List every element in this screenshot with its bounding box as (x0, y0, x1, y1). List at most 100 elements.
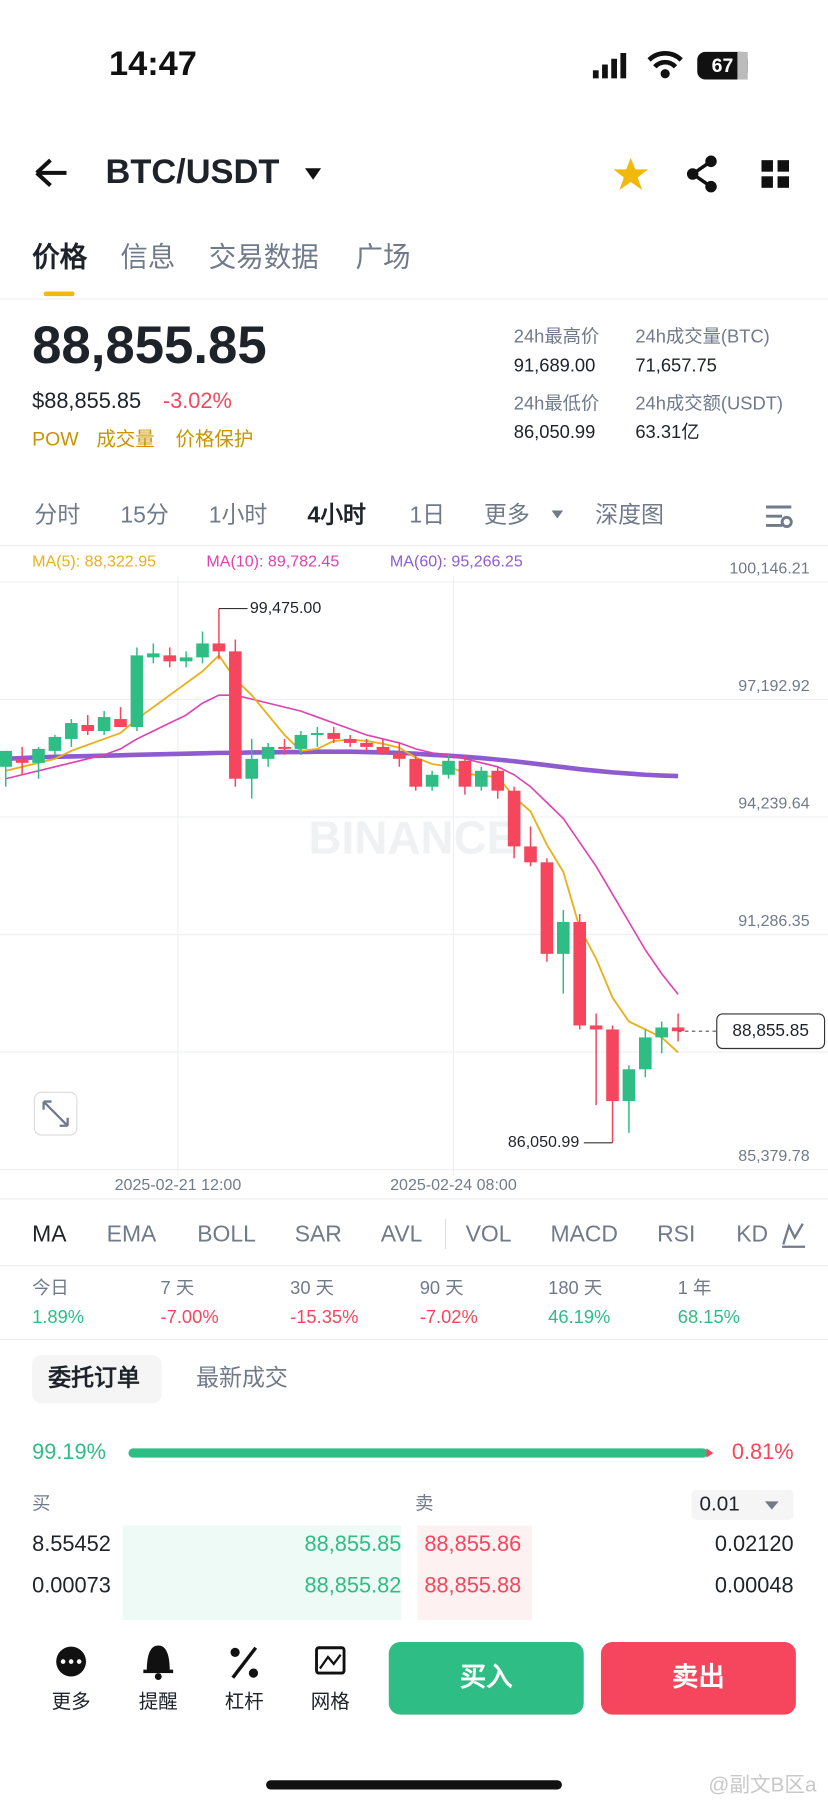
candle-body (360, 742, 373, 747)
indicator-tab[interactable]: RSI (657, 1220, 695, 1246)
candle-body (655, 1027, 669, 1038)
action-label[interactable]: 杠杆 (225, 1691, 264, 1713)
buy-ratio-bar (128, 1448, 708, 1458)
sell-ratio: 0.81% (732, 1439, 794, 1464)
menu-button[interactable] (761, 160, 790, 188)
interval[interactable]: 更多 (484, 501, 530, 527)
tab-indicator (43, 291, 75, 297)
indicator-tab[interactable]: VOL (466, 1220, 512, 1246)
ask-price: 88,855.88 (424, 1572, 521, 1597)
ask-qty: 0.02120 (715, 1531, 794, 1556)
back-button[interactable] (35, 158, 67, 188)
candle-body (606, 1029, 619, 1102)
y-tick-label: 91,286.35 (738, 912, 809, 930)
tag[interactable]: POW (32, 428, 79, 450)
perf-value: 1.89% (32, 1306, 84, 1327)
candle-body (147, 653, 160, 658)
candle-body (212, 643, 226, 652)
divider (0, 1265, 828, 1267)
orderbook-tab[interactable]: 最新成交 (196, 1364, 288, 1390)
orderbook-tab[interactable]: 委托订单 (47, 1364, 140, 1390)
ma-line (5, 653, 679, 1054)
buy-label: 买入 (460, 1662, 513, 1692)
indicator-tab[interactable]: SAR (295, 1220, 342, 1246)
precision-select[interactable] (691, 1489, 794, 1520)
candle-body (376, 746, 390, 753)
last-price-box (716, 1013, 826, 1050)
x-tick-label: 2025-02-24 08:00 (390, 1176, 517, 1194)
perf-label: 今日 (32, 1277, 69, 1298)
interval[interactable]: 分时 (34, 501, 80, 527)
candle-body (343, 738, 357, 743)
indicator-tab[interactable]: EMA (107, 1220, 157, 1246)
bid-price: 88,855.85 (305, 1531, 402, 1556)
share-button[interactable] (686, 155, 717, 193)
bid-price: 88,855.82 (305, 1572, 402, 1597)
indicator-tab[interactable]: MACD (550, 1220, 618, 1246)
tab[interactable]: 信息 (120, 242, 175, 273)
candle-body (671, 1027, 685, 1032)
watermark: @副文B区a (708, 1773, 817, 1796)
candle-body (15, 758, 29, 763)
indicator-settings[interactable] (782, 1222, 806, 1248)
indicator-tab[interactable]: AVL (381, 1220, 423, 1246)
tab[interactable]: 价格 (32, 242, 87, 273)
candle-body (458, 760, 472, 787)
favorite-button[interactable] (613, 157, 648, 191)
high-label: 99,475.00 (250, 599, 321, 617)
candle-body (425, 774, 439, 787)
tag[interactable]: 成交量 (96, 428, 154, 450)
pair-title[interactable]: BTC/USDT (106, 153, 280, 191)
candle-body (65, 723, 78, 739)
status-time: 14:47 (109, 45, 197, 83)
indicator-tab[interactable]: KD (736, 1220, 768, 1246)
action-label[interactable]: 网格 (311, 1691, 350, 1713)
interval[interactable]: 1日 (409, 501, 445, 527)
action-label[interactable]: 提醒 (139, 1691, 178, 1713)
divider (0, 298, 828, 300)
indicator-tab[interactable]: BOLL (197, 1220, 256, 1246)
stat-label: 24h成交额(USDT) (635, 392, 783, 413)
interval[interactable]: 深度图 (595, 501, 664, 527)
precision: 0.01 (700, 1492, 740, 1515)
fiat-price: $88,855.85 (32, 388, 141, 413)
action-label[interactable]: 更多 (52, 1691, 91, 1713)
perf-label: 180 天 (548, 1277, 602, 1298)
ma-legend: MA(10): 89,782.45 (206, 553, 339, 571)
buy-button[interactable] (388, 1641, 584, 1715)
interval[interactable]: 4小时 (307, 501, 366, 527)
expand-button[interactable] (33, 1091, 78, 1136)
tab[interactable]: 广场 (356, 242, 411, 273)
tab[interactable]: 交易数据 (209, 242, 319, 273)
bid-depth (122, 1525, 402, 1623)
buy-header: 买 (32, 1493, 50, 1514)
price-change: -3.02% (163, 388, 232, 413)
chart-settings[interactable] (766, 505, 793, 529)
x-tick-label: 2025-02-21 12:00 (115, 1176, 242, 1194)
perf-label: 7 天 (161, 1277, 195, 1298)
status-icons (592, 51, 748, 80)
perf-label: 90 天 (420, 1277, 464, 1298)
candle-body (639, 1037, 652, 1070)
interval[interactable]: 15分 (120, 501, 168, 527)
pair-dropdown[interactable] (305, 168, 322, 180)
candle-body (393, 752, 406, 759)
interval[interactable]: 1小时 (209, 501, 268, 527)
stat-label: 24h最低价 (514, 392, 600, 413)
low-label: 86,050.99 (508, 1133, 579, 1151)
tag[interactable]: 价格保护 (175, 428, 253, 450)
sell-button[interactable] (600, 1641, 796, 1715)
candle-body (311, 732, 324, 735)
candle-body (48, 736, 62, 751)
candle-body (278, 746, 291, 749)
last-price-label: 88,855.85 (732, 1020, 808, 1040)
indicator-tab[interactable]: MA (32, 1220, 67, 1246)
stat-value: 91,689.00 (514, 354, 596, 375)
tab-pill[interactable] (32, 1355, 162, 1404)
battery-level: 67 (712, 55, 734, 77)
candle-body (179, 657, 193, 662)
perf-value: -15.35% (290, 1306, 358, 1327)
ma-legend: MA(5): 88,322.95 (32, 553, 156, 571)
more-dropdown[interactable] (551, 510, 564, 519)
